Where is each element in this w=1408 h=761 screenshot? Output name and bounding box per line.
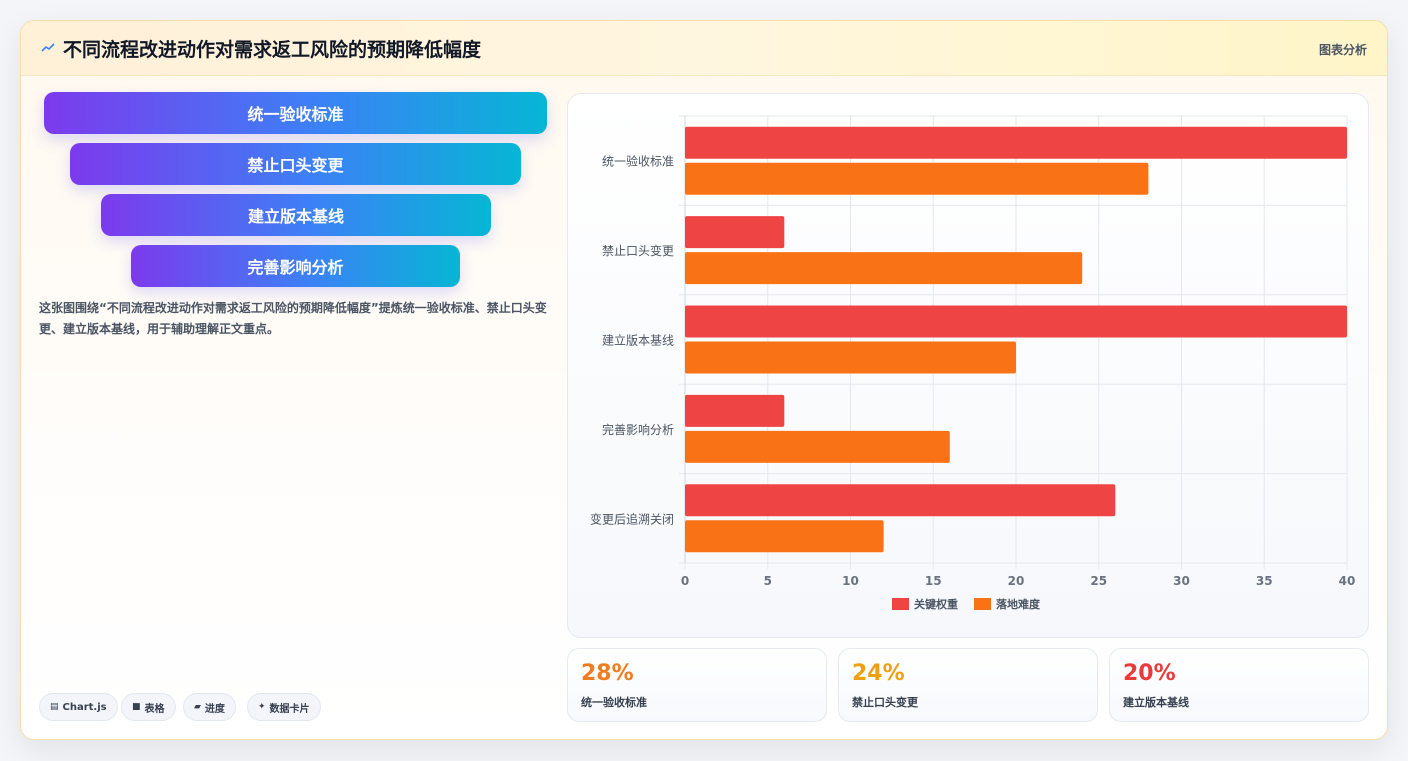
bar-weight: [685, 305, 1347, 338]
pill-chartjs[interactable]: ▤ Chart.js: [39, 693, 118, 721]
x-tick-label: 5: [764, 574, 772, 588]
bar-chart: 0 5 10 15 20 25 30 35 40 统一验收标准禁止口头变更建立版本基线完善影响分析…: [590, 115, 1356, 611]
y-tick-label: 禁止口头变更: [602, 243, 674, 258]
stat-label: 禁止口头变更: [852, 696, 918, 709]
funnel-step-4: 完善影响分析: [131, 245, 460, 287]
y-tick-label: 变更后追溯关闭: [590, 511, 674, 526]
bar-weight: [685, 394, 785, 427]
x-tick-label: 20: [1008, 574, 1025, 588]
pill-table[interactable]: ■ 表格: [121, 693, 176, 721]
bar-weight: [685, 126, 1347, 159]
x-tick-label: 15: [925, 574, 942, 588]
y-tick-label: 建立版本基线: [602, 333, 674, 348]
x-tick-label: 25: [1090, 574, 1107, 588]
trend-line-icon: [41, 43, 55, 52]
x-tick-label: 0: [681, 574, 689, 588]
stat-card-1: 28% 统一验收标准: [567, 648, 827, 722]
chart-icon: ▤: [50, 702, 59, 712]
x-tick-label: 10: [842, 574, 859, 588]
funnel-step-1: 统一验收标准: [44, 92, 547, 134]
bar-difficulty: [685, 520, 884, 553]
pill-data-card[interactable]: ✦ 数据卡片: [247, 693, 321, 721]
y-tick-label: 统一验收标准: [602, 154, 674, 169]
x-tick-label: 40: [1339, 574, 1356, 588]
stat-value: 24%: [852, 661, 905, 686]
legend-swatch: [892, 598, 909, 610]
bar-difficulty: [685, 341, 1016, 374]
legend-swatch: [974, 598, 991, 610]
stat-value: 20%: [1123, 661, 1176, 686]
page-title: 不同流程改进动作对需求返工风险的预期降低幅度: [63, 39, 482, 61]
chart-card: 不同流程改进动作对需求返工风险的预期降低幅度 图表分析 统一验收标准 禁止口头变…: [20, 20, 1388, 740]
card-header: 不同流程改进动作对需求返工风险的预期降低幅度 图表分析: [21, 21, 1387, 76]
x-tick-label: 35: [1256, 574, 1273, 588]
funnel-step-3: 建立版本基线: [101, 194, 491, 236]
pill-label: 数据卡片: [269, 703, 310, 715]
legend-label: 落地难度: [996, 597, 1041, 611]
x-tick-label: 30: [1173, 574, 1190, 588]
bar-difficulty: [685, 252, 1083, 285]
stat-card-2: 24% 禁止口头变更: [838, 648, 1098, 722]
stat-card-3: 20% 建立版本基线: [1109, 648, 1369, 722]
bar-chart-panel: 0 5 10 15 20 25 30 35 40 统一验收标准 禁止口头变更 建立版本基线 完善影响分析…: [567, 93, 1369, 638]
chart-description: 这张图围绕“不同流程改进动作对需求返工风险的预期降低幅度”提炼统一验收标准、禁止…: [39, 301, 547, 336]
progress-icon: ▰: [194, 702, 201, 712]
y-tick-label: 完善影响分析: [602, 422, 674, 437]
stat-label: 统一验收标准: [581, 696, 647, 709]
pill-progress[interactable]: ▰ 进度: [183, 693, 236, 721]
bar-weight: [685, 216, 785, 249]
stat-label: 建立版本基线: [1123, 696, 1189, 709]
bar-difficulty: [685, 430, 950, 463]
pill-label: 进度: [204, 703, 225, 715]
legend-label: 关键权重: [914, 597, 958, 611]
bar-difficulty: [685, 162, 1149, 195]
bar-weight: [685, 484, 1116, 517]
chart-analysis-tag: 图表分析: [1318, 43, 1367, 57]
sparkle-icon: ✦: [258, 702, 266, 712]
stat-value: 28%: [581, 661, 634, 686]
funnel-step-2: 禁止口头变更: [70, 143, 521, 185]
pill-label: 表格: [144, 703, 165, 715]
table-icon: ■: [132, 702, 141, 712]
pill-label: Chart.js: [62, 701, 107, 713]
